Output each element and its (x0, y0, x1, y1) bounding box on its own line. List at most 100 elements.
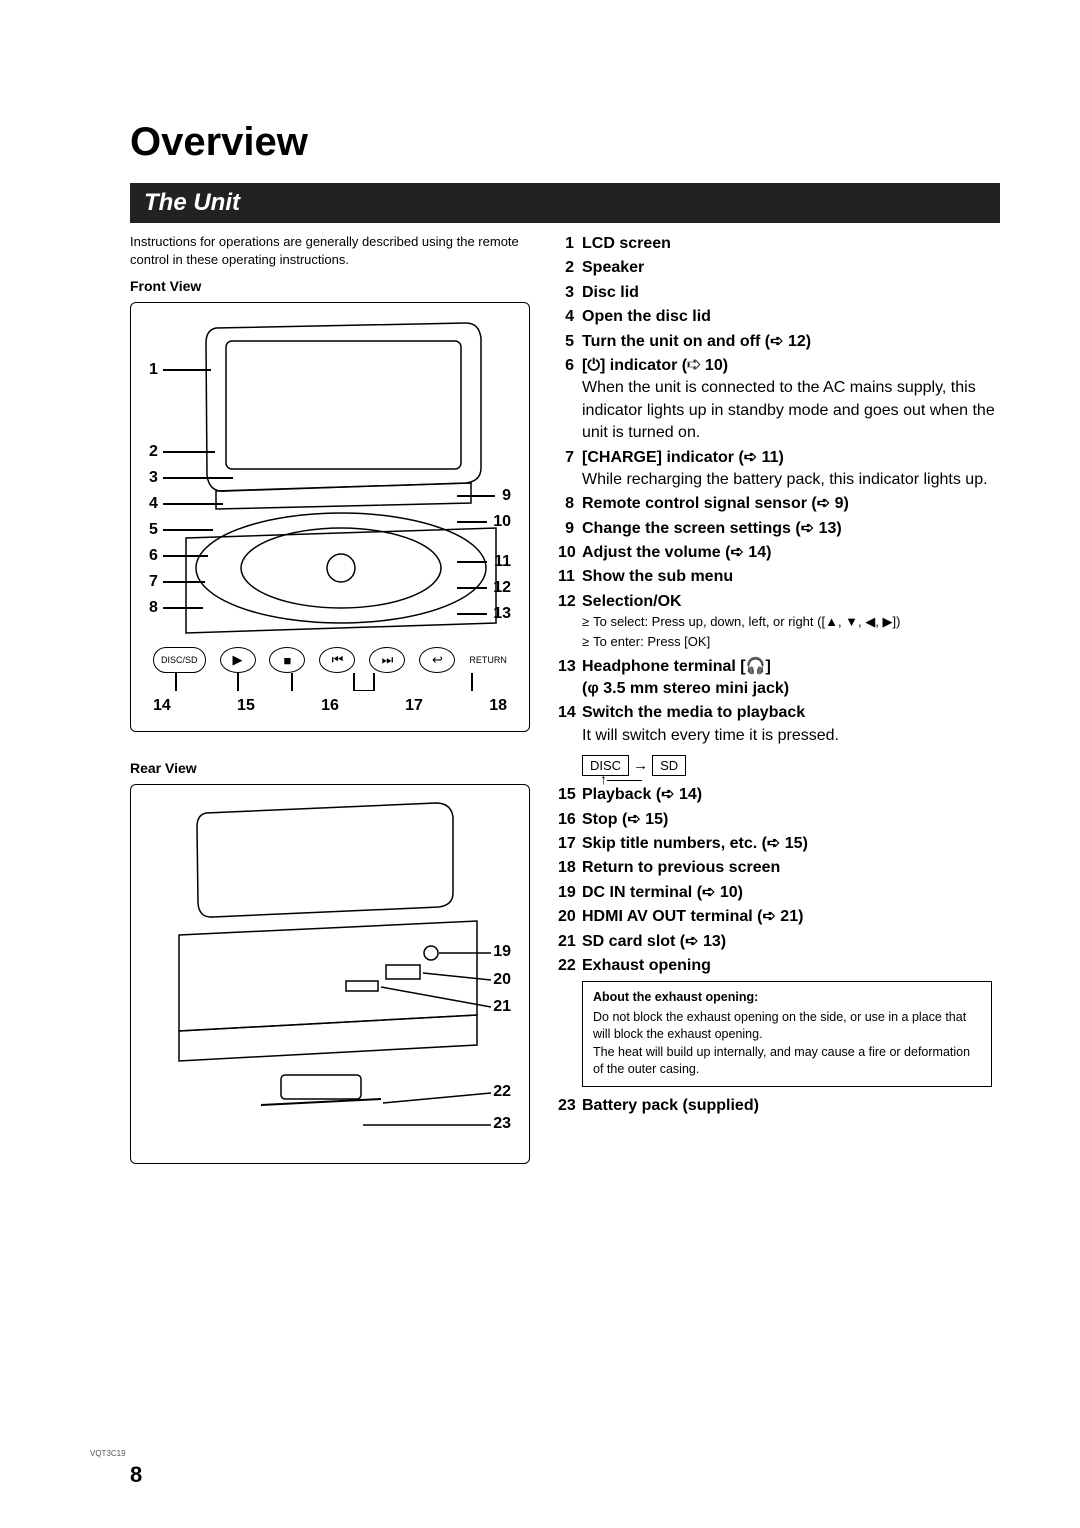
rear-view-label: Rear View (130, 760, 530, 776)
part-text: Turn the unit on and off (➪ 12) (582, 331, 1000, 353)
callout-19: 19 (493, 943, 511, 961)
part-title: Remote control signal sensor (➪ 9) (582, 493, 1000, 515)
callout-18: 18 (489, 697, 507, 715)
parts-list-item: 20HDMI AV OUT terminal (➪ 21) (558, 906, 1000, 928)
part-title: Stop (➪ 15) (582, 809, 1000, 831)
front-button-row: DISC/SD ▶ ■ ⏮ ⏭ ↩ RETURN (153, 647, 507, 673)
callout-11: 11 (494, 553, 511, 571)
callout-17: 17 (405, 697, 423, 715)
part-text: Disc lid (582, 282, 1000, 304)
part-number: 20 (558, 906, 582, 928)
part-number: 16 (558, 809, 582, 831)
return-label: RETURN (469, 647, 507, 673)
part-title: SD card slot (➪ 13) (582, 931, 1000, 953)
parts-list-item: 12Selection/OKTo select: Press up, down,… (558, 591, 1000, 654)
front-view-label: Front View (130, 278, 530, 294)
part-number: 9 (558, 518, 582, 540)
parts-list-item: 10Adjust the volume (➪ 14) (558, 542, 1000, 564)
parts-list-item: 11Show the sub menu (558, 566, 1000, 588)
callout-12: 12 (493, 579, 511, 597)
parts-list-item: 19DC IN terminal (➪ 10) (558, 882, 1000, 904)
part-number: 11 (558, 566, 582, 588)
callout-4: 4 (149, 495, 158, 513)
intro-text: Instructions for operations are generall… (130, 233, 530, 268)
page-number: 8 (130, 1462, 142, 1488)
info-box-line: The heat will build up internally, and m… (593, 1044, 981, 1079)
part-text: HDMI AV OUT terminal (➪ 21) (582, 906, 1000, 928)
part-title: Adjust the volume (➪ 14) (582, 542, 1000, 564)
part-title: Return to previous screen (582, 857, 1000, 879)
part-number: 5 (558, 331, 582, 353)
part-text: Selection/OKTo select: Press up, down, l… (582, 591, 1000, 654)
part-number: 15 (558, 784, 582, 806)
stop-button-icon: ■ (269, 647, 305, 673)
part-text: Exhaust opening (582, 955, 1000, 977)
callout-22: 22 (493, 1083, 511, 1101)
part-sub-bullet: To select: Press up, down, left, or righ… (582, 613, 1000, 631)
parts-list-item: 13Headphone terminal [🎧](φ 3.5 mm stereo… (558, 656, 1000, 701)
info-box-title: About the exhaust opening: (593, 989, 981, 1007)
part-title: Playback (➪ 14) (582, 784, 1000, 806)
part-desc: It will switch every time it is pressed. (582, 725, 1000, 747)
part-number: 13 (558, 656, 582, 701)
part-sub-bullet: To enter: Press [OK] (582, 633, 1000, 651)
parts-list-item: 9Change the screen settings (➪ 13) (558, 518, 1000, 540)
part-text: [CHARGE] indicator (➪ 11)While rechargin… (582, 447, 1000, 492)
info-box-line: Do not block the exhaust opening on the … (593, 1009, 981, 1044)
part-desc: When the unit is connected to the AC mai… (582, 377, 1000, 444)
parts-list-item: 7[CHARGE] indicator (➪ 11)While rechargi… (558, 447, 1000, 492)
front-view-diagram: 1 2 3 4 5 6 7 8 9 10 11 12 13 (130, 302, 530, 732)
disc-sd-media-box: DISC→SD↑⎯⎯⎯⎯⎯ (582, 755, 686, 776)
part-text: SD card slot (➪ 13) (582, 931, 1000, 953)
callout-9: 9 (502, 487, 511, 505)
part-number: 19 (558, 882, 582, 904)
parts-list-item: 14Switch the media to playbackIt will sw… (558, 702, 1000, 747)
part-number: 14 (558, 702, 582, 747)
callout-7: 7 (149, 573, 158, 591)
parts-list: 1LCD screen2Speaker 3Disc lid4Open the di… (558, 233, 1000, 1117)
part-text: Change the screen settings (➪ 13) (582, 518, 1000, 540)
part-title: HDMI AV OUT terminal (➪ 21) (582, 906, 1000, 928)
callout-10: 10 (493, 513, 511, 531)
parts-list-item: 23Battery pack (supplied) (558, 1095, 1000, 1117)
part-text: Playback (➪ 14) (582, 784, 1000, 806)
part-number: 4 (558, 306, 582, 328)
callout-21: 21 (493, 998, 511, 1016)
part-number: 23 (558, 1095, 582, 1117)
parts-list-item: 22Exhaust opening (558, 955, 1000, 977)
part-number: 21 (558, 931, 582, 953)
part-number: 10 (558, 542, 582, 564)
play-button-icon: ▶ (220, 647, 256, 673)
part-title: Headphone terminal [🎧] (582, 656, 1000, 678)
callout-16: 16 (321, 697, 339, 715)
part-title: Turn the unit on and off (➪ 12) (582, 331, 1000, 353)
part-number: 6 (558, 355, 582, 445)
part-title: Open the disc lid (582, 306, 1000, 328)
parts-list-item: 2Speaker (558, 257, 1000, 279)
skip-back-button-icon: ⏮ (319, 647, 355, 673)
parts-list-item: 1LCD screen (558, 233, 1000, 255)
callout-1: 1 (149, 361, 158, 379)
part-text: Speaker (582, 257, 1000, 279)
parts-list-item: 16Stop (➪ 15) (558, 809, 1000, 831)
parts-list-item: 3Disc lid (558, 282, 1000, 304)
media-sd: SD (652, 755, 686, 776)
part-text: Stop (➪ 15) (582, 809, 1000, 831)
callout-6: 6 (149, 547, 158, 565)
part-title: Show the sub menu (582, 566, 1000, 588)
part-title: [CHARGE] indicator (➪ 11) (582, 447, 1000, 469)
part-title: Change the screen settings (➪ 13) (582, 518, 1000, 540)
part-text: Return to previous screen (582, 857, 1000, 879)
rear-device-sketch (131, 785, 531, 1165)
rear-view-diagram: 19 20 21 22 23 (130, 784, 530, 1164)
part-title-2: (φ 3.5 mm stereo mini jack) (582, 678, 1000, 700)
skip-fwd-button-icon: ⏭ (369, 647, 405, 673)
disc-sd-button-icon: DISC/SD (153, 647, 206, 673)
part-text: Switch the media to playbackIt will swit… (582, 702, 1000, 747)
callout-20: 20 (493, 971, 511, 989)
parts-list-item: 21SD card slot (➪ 13) (558, 931, 1000, 953)
part-text: [⏻] indicator (➪ 10)When the unit is con… (582, 355, 1000, 445)
callout-15: 15 (237, 697, 255, 715)
part-title: Speaker (582, 257, 1000, 279)
callout-23: 23 (493, 1115, 511, 1133)
